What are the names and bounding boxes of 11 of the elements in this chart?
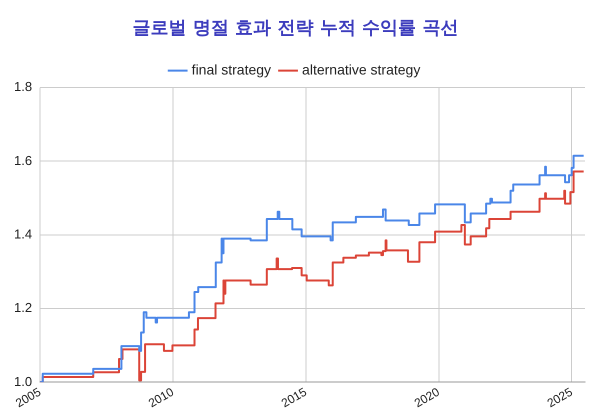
y-tick-label: 1.2	[14, 300, 32, 316]
x-tick-label: 2010	[146, 384, 176, 410]
x-tick-label: 2025	[544, 384, 576, 410]
x-tick-label: 2015	[278, 384, 310, 410]
y-tick-label: 1.6	[14, 152, 32, 168]
chart-title: 글로벌 명절 효과 전략 누적 수익률 곡선	[132, 17, 458, 38]
x-tick-label: 2020	[412, 384, 442, 410]
legend-label: alternative strategy	[302, 61, 420, 78]
y-tick-label: 1.8	[14, 79, 32, 94]
legend-label: final strategy	[192, 61, 272, 78]
y-tick-label: 1.4	[14, 226, 32, 242]
